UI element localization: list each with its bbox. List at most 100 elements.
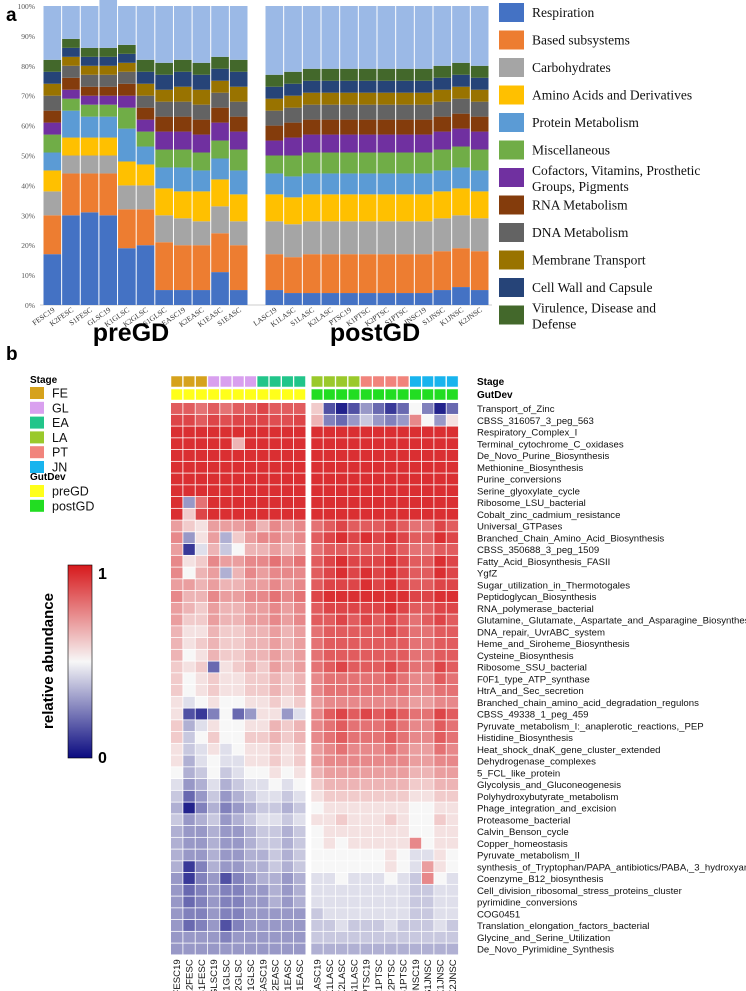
bar-segment-dna-metabolism (470, 101, 489, 117)
heatmap-cell (257, 638, 269, 649)
heatmap-cell (232, 602, 244, 614)
heatmap-cell (232, 426, 244, 438)
bar-segment-other (229, 6, 248, 60)
legend-label-line: Virulence, Disease and (532, 301, 656, 316)
bar-segment-membrane-transport (358, 92, 377, 105)
heatmap-row-label: Proteasome_bacterial (477, 815, 570, 826)
heatmap-cell (257, 861, 269, 873)
heatmap-cell (294, 567, 306, 579)
heatmap-cell (220, 732, 232, 743)
heatmap-cell (281, 920, 294, 931)
heatmap-cell (232, 414, 244, 426)
bar-segment-virulence-disease-and-defense (62, 38, 80, 48)
heatmap-cell (220, 661, 232, 673)
heatmap-cell (220, 896, 232, 908)
heatmap-cell (294, 638, 306, 649)
heatmap-cell (335, 931, 348, 943)
heatmap-column-label: K1JNSC (435, 959, 446, 991)
heatmap-cell (422, 873, 434, 884)
gutdev-annot-s1glsc (244, 388, 257, 401)
bar-segment-amino-acids-and-derivatives (155, 188, 173, 216)
heatmap-cell (207, 438, 220, 450)
heatmap-cell (360, 685, 372, 696)
heatmap-cell (422, 450, 434, 461)
heatmap-cell (195, 602, 208, 614)
bar-segment-respiration (155, 290, 173, 305)
heatmap-cell (360, 743, 372, 755)
heatmap-cell (244, 802, 257, 814)
heatmap-cell (446, 450, 459, 461)
bar-segment-rna-metabolism (302, 119, 321, 135)
gutdev-annot-glsc19 (207, 388, 220, 401)
heatmap-cell (232, 837, 244, 849)
bar-segment-based-subsystems (118, 209, 136, 249)
heatmap-column-label: K2JNSC (448, 959, 459, 991)
heatmap-cell (397, 814, 409, 826)
heatmap-cell (409, 555, 422, 567)
heatmap-cell (397, 497, 409, 508)
heatmap-cell (397, 614, 409, 626)
heatmap-cell (220, 685, 232, 696)
heatmap-cell (348, 779, 360, 790)
heatmap-cell (232, 790, 244, 802)
bar-segment-cofactors-vitamins-prosthetic-groups-pigments (99, 95, 118, 105)
bar-segment-dna-metabolism (433, 101, 452, 117)
heatmap-cell (409, 931, 422, 943)
bar-segment-rna-metabolism (43, 110, 62, 123)
heatmap-cell (360, 473, 372, 485)
heatmap-cell (323, 896, 336, 908)
heatmap-cell (195, 591, 208, 602)
heatmap-cell (434, 508, 446, 520)
heatmap-cell (311, 931, 323, 943)
heatmap-cell (294, 403, 306, 414)
heatmap-cell (244, 873, 257, 884)
heatmap-cell (244, 685, 257, 696)
bar-segment-virulence-disease-and-defense (155, 62, 173, 75)
heatmap-row-label: Branched_Chain_Amino_Acid_Biosynthesis (477, 533, 664, 544)
heatmap-cell (372, 779, 385, 790)
heatmap-cell (335, 403, 348, 414)
bar-segment-amino-acids-and-derivatives (62, 137, 80, 156)
heatmap-cell (207, 743, 220, 755)
heatmap-cell (294, 591, 306, 602)
heatmap-cell (311, 591, 323, 602)
bar-segment-other (118, 6, 136, 45)
bar-segment-based-subsystems (155, 242, 173, 291)
bar-segment-virulence-disease-and-defense (136, 59, 155, 72)
heatmap-row-label: CBSS_316057_3_peg_563 (477, 416, 594, 427)
heatmap-cell (434, 708, 446, 720)
bar-segment-respiration (136, 245, 155, 305)
heatmap-cell (311, 743, 323, 755)
heatmap-cell (257, 790, 269, 802)
bar-segment-cofactors-vitamins-prosthetic-groups-pigments (211, 122, 229, 141)
heatmap-column-label: LASC19 (312, 959, 323, 991)
heatmap-cell (281, 696, 294, 708)
heatmap-cell (232, 532, 244, 544)
heatmap-cell (323, 614, 336, 626)
heatmap-cell (207, 461, 220, 473)
bar-segment-cell-wall-and-capsule (414, 80, 433, 93)
heatmap-cell (409, 720, 422, 732)
heatmap-cell (446, 591, 459, 602)
bar-segment-based-subsystems (173, 245, 192, 291)
heatmap-cell (348, 790, 360, 802)
heatmap-cell (244, 438, 257, 450)
heatmap-cell (335, 837, 348, 849)
heatmap-row-label: Glycolysis_and_Gluconeogenesis (477, 780, 621, 791)
heatmap-cell (183, 708, 195, 720)
heatmap-cell (323, 532, 336, 544)
heatmap-cell (372, 755, 385, 767)
heatmap-cell (397, 931, 409, 943)
bar-segment-miscellaneous (43, 134, 62, 153)
bar-segment-protein-metabolism (155, 167, 173, 189)
heatmap-cell (232, 767, 244, 779)
heatmap-cell (171, 661, 183, 673)
bar-segment-protein-metabolism (452, 167, 470, 189)
bar-segment-membrane-transport (62, 56, 80, 66)
bar-segment-cell-wall-and-capsule (118, 53, 136, 63)
heatmap-cell (335, 849, 348, 861)
heatmap-cell (323, 908, 336, 920)
heatmap-cell (207, 508, 220, 520)
heatmap-cell (207, 826, 220, 837)
heatmap-cell (281, 461, 294, 473)
